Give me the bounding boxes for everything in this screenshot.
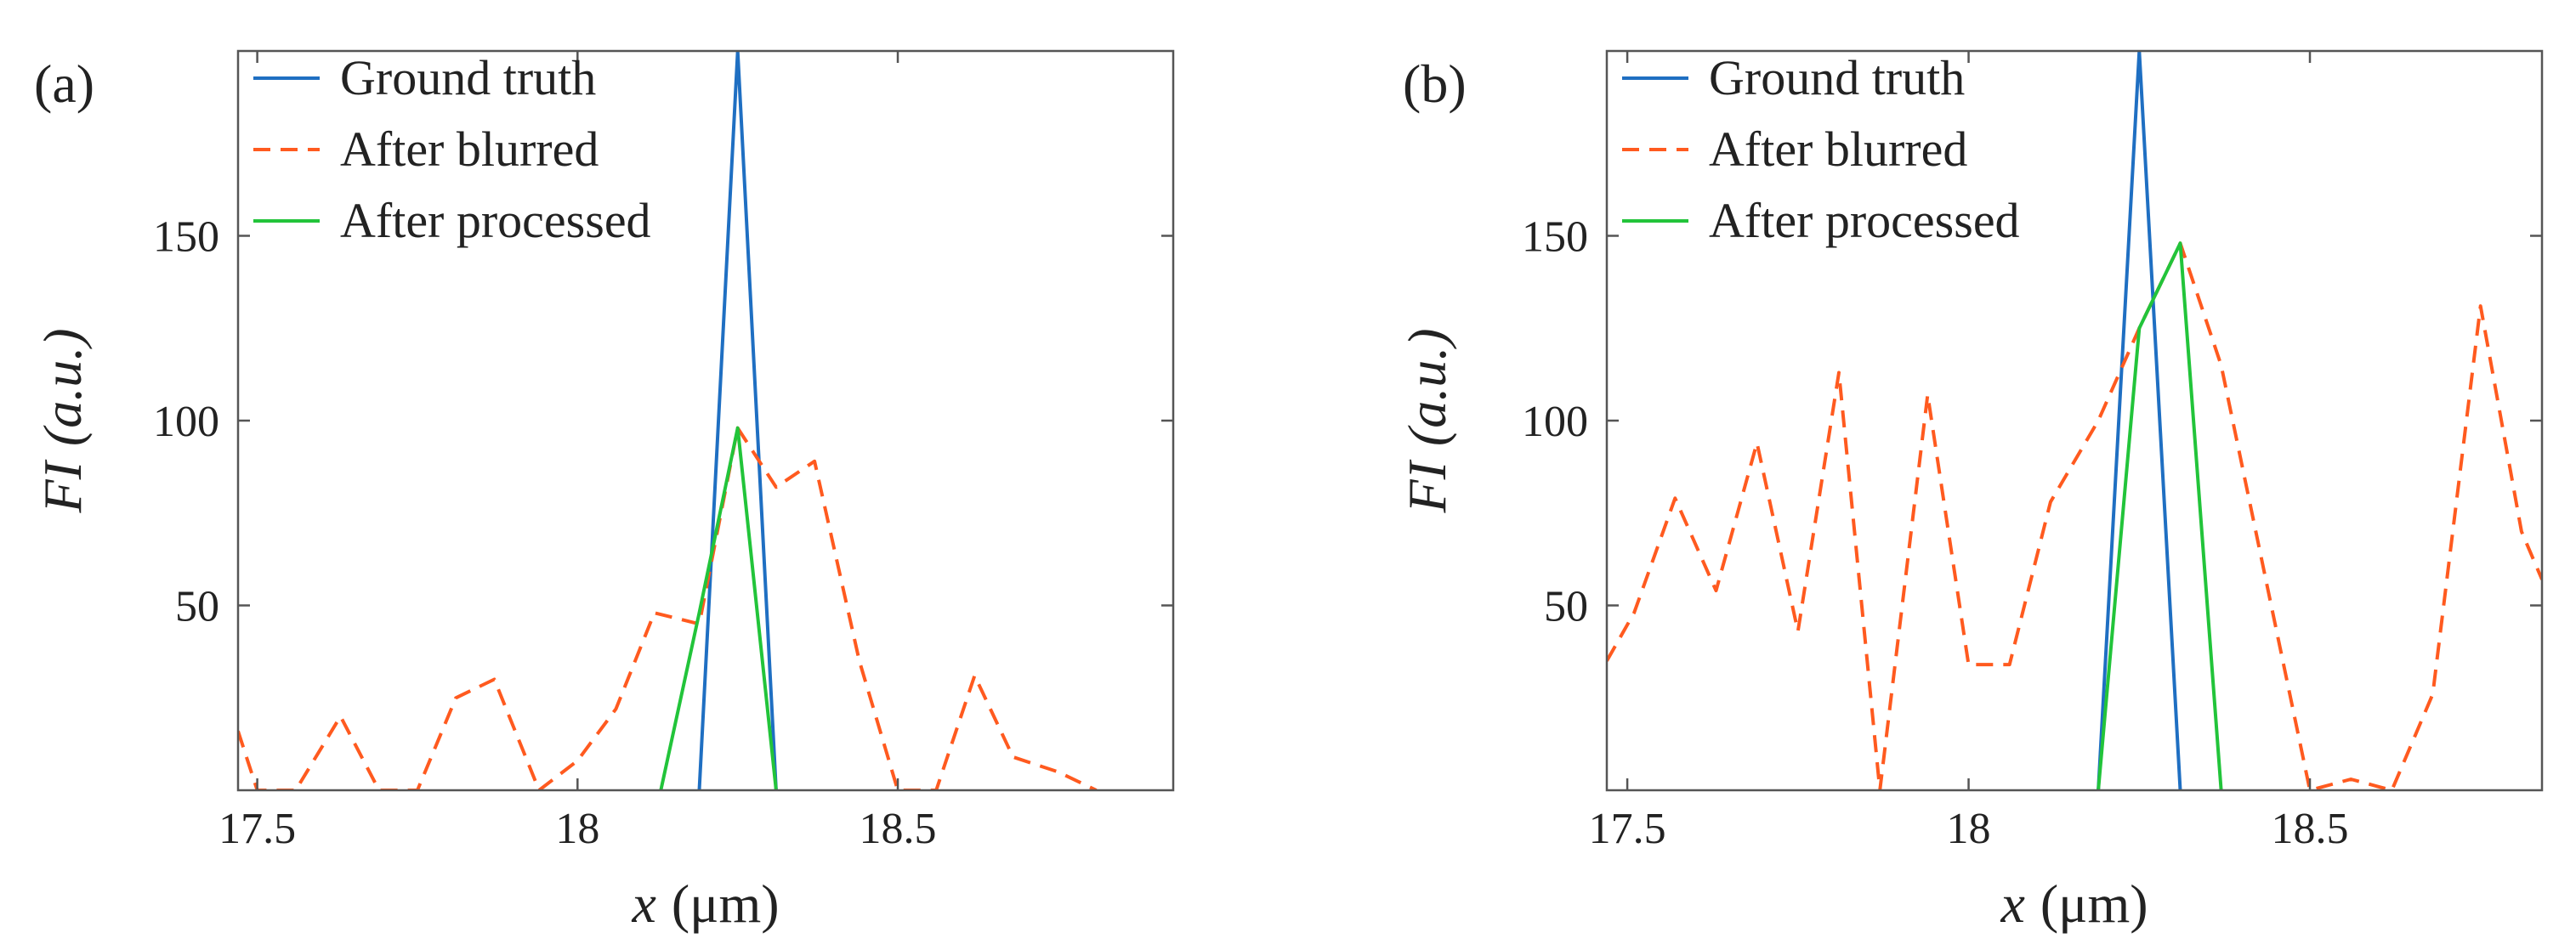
y-tick-label: 100 [153,398,219,446]
x-axis-label: x (μm) [631,874,779,934]
legend-entry-label: Ground truth [340,50,596,105]
series-line-ground-truth [2097,51,2182,790]
y-tick-label: 150 [1522,213,1588,262]
x-tick-label: 17.5 [1589,805,1666,853]
series-line-after-blurred [1607,241,2542,790]
series-line-after-blurred [238,426,1098,790]
y-tick-label: 100 [1522,398,1588,446]
x-tick-label: 17.5 [218,805,296,853]
y-axis-label: FI (a.u.) [1397,328,1457,513]
chart-panel-a: 17.5 18 18.5 50 100 150 (a) x (μm) FI (a.u.) Ground… [32,49,1175,934]
y-tick-label: 50 [175,583,219,631]
panel-label: (b) [1403,54,1467,114]
y-tick-label: 50 [1544,583,1588,631]
legend-entry-label: After blurred [1709,122,1967,177]
legend-entry-label: After blurred [340,122,599,177]
legend-entry-label: After processed [340,193,651,248]
x-axis-label: x (μm) [2000,874,2148,934]
y-axis-unit: (a.u.) [1397,328,1457,446]
y-tick-label: 150 [153,213,219,262]
x-tick-label: 18.5 [2272,805,2349,853]
series-group [1607,51,2542,790]
x-tick-label: 18 [1947,805,1991,853]
x-tick-label: 18 [555,805,599,853]
panel-label: (a) [34,54,94,114]
x-axis-unit: (μm) [2040,874,2148,934]
legend: Ground truth After blurred After processed [253,50,651,248]
series-group [238,51,1098,790]
series-line-after-processed [659,426,778,790]
x-tick-label: 18.5 [860,805,937,853]
y-axis-symbol: FI [32,459,93,513]
legend-entry-label: After processed [1709,193,2020,248]
y-axis-label: FI (a.u.) [32,328,93,513]
x-axis-unit: (μm) [672,874,780,934]
y-axis-symbol: FI [1397,459,1457,513]
chart-panel-b: 17.5 18 18.5 50 100 150 (b) x (μm) FI (a.u.) Ground… [1397,49,2544,934]
y-axis-unit: (a.u.) [32,328,93,446]
series-line-after-processed [2097,241,2223,790]
x-axis-symbol: x [631,874,655,934]
x-axis-symbol: x [2000,874,2024,934]
legend: Ground truth After blurred After processed [1622,50,2020,248]
legend-entry-label: Ground truth [1709,50,1965,105]
